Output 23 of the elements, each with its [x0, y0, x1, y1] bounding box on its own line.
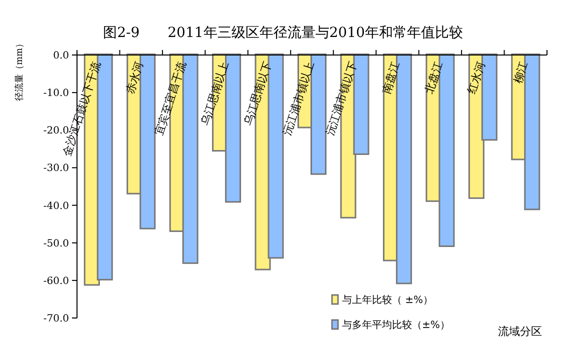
x-tick-label: 乌江思南以下: [241, 60, 274, 127]
y-tick-label: -30.0: [43, 163, 69, 174]
y-tick-label: -20.0: [43, 126, 69, 137]
x-axis-title: 流域分区: [498, 325, 542, 338]
x-tick-label: 南盘江: [380, 60, 402, 96]
x-tick-label: 乌江思南以上: [198, 60, 232, 127]
x-tick-label: 柳江: [511, 60, 530, 85]
x-tick-label: 北盘江: [422, 60, 446, 96]
y-axis-title: 径流量（mm）: [14, 38, 25, 102]
x-tick-label: 沅江浦市镇以下: [323, 60, 360, 138]
legend-label: 与上年比较（ ±%）: [342, 294, 434, 306]
x-tick-label: 沅江浦市镇以上: [280, 60, 317, 138]
legend-label: 与多年平均比较（±%）: [342, 319, 450, 331]
y-tick-label: -10.0: [43, 88, 69, 100]
x-tick-label: 红水河: [465, 60, 488, 96]
y-tick-label: -40.0: [43, 200, 69, 212]
y-tick-label: 0.0: [53, 50, 69, 62]
chart-title: 图2-9 2011年三级区年径流量与2010年和常年值比较: [103, 25, 463, 41]
x-tick-label: 宜宾至宜昌干流: [152, 60, 189, 138]
x-tick-label: 赤水河: [123, 60, 146, 96]
y-tick-label: -60.0: [43, 276, 69, 287]
y-tick-label: -70.0: [43, 314, 69, 324]
y-tick-label: -50.0: [43, 238, 69, 250]
